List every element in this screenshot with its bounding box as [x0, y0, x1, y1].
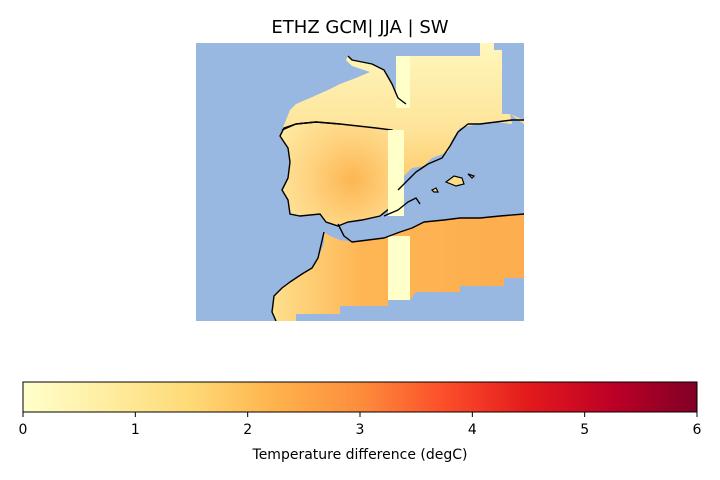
iberia-region	[279, 121, 401, 227]
colorbar-ticks: 0 1 2 3 4 5 6	[19, 412, 702, 438]
menorca	[467, 173, 476, 179]
pale-strip-africa	[388, 236, 410, 300]
coastlines	[271, 55, 524, 321]
mallorca	[444, 175, 465, 187]
pale-strip-north	[396, 56, 410, 108]
colorbar-label: Temperature difference (degC)	[252, 447, 468, 463]
colorbar-gradient	[22, 381, 698, 413]
colorbar-tick-label: 0	[19, 422, 28, 438]
pale-strip-iberia	[388, 130, 404, 216]
colorbar-tick-label: 6	[693, 422, 702, 438]
colorbar-tick-label: 3	[356, 422, 365, 438]
map-title: ETHZ GCM| JJA | SW	[271, 17, 448, 38]
colorbar-tick-label: 2	[243, 422, 252, 438]
sardinia-edge	[510, 114, 524, 124]
france-region	[282, 43, 512, 186]
ibiza	[430, 187, 439, 193]
colorbar-tick-label: 1	[131, 422, 140, 438]
colorbar-tick-label: 5	[580, 422, 589, 438]
colorbar: 0 1 2 3 4 5 6 Temperature difference (degC)	[19, 381, 702, 463]
map-area	[196, 43, 524, 321]
colorbar-tick-label: 4	[468, 422, 477, 438]
